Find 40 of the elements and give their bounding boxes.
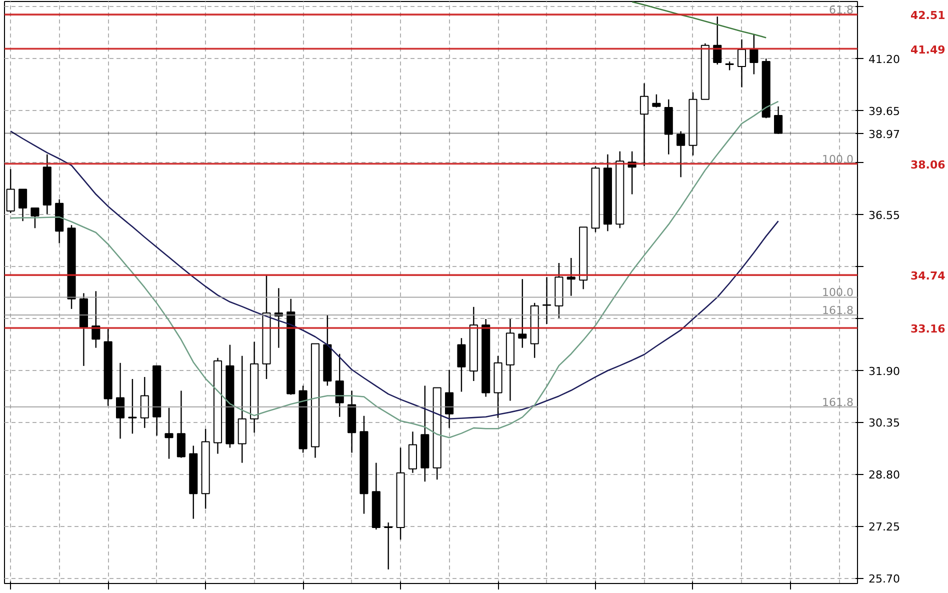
annotation: 161.8	[822, 396, 854, 409]
candlestick	[445, 369, 454, 429]
candlestick	[676, 130, 686, 178]
y-tick-label: 36.55	[868, 208, 900, 222]
y-tick-label: 30.35	[868, 416, 900, 430]
ref-line-label: 33.16	[910, 322, 946, 336]
y-tick-label: 28.80	[868, 468, 900, 482]
annotation: 100.0	[822, 152, 854, 166]
candlestick	[18, 188, 28, 222]
ref-line-label: 41.49	[910, 43, 946, 56]
candlestick	[640, 82, 649, 167]
candlestick	[750, 34, 758, 75]
y-tick-label: 25.70	[868, 572, 900, 586]
candlestick	[164, 407, 174, 460]
y-tick-label: 27.25	[868, 520, 900, 534]
ref-line-label: 34.74	[910, 270, 946, 283]
ref-line-label: 42.51	[910, 9, 946, 22]
annotation: 161.8	[822, 304, 854, 317]
candlestick	[457, 337, 466, 392]
candlestick	[737, 38, 746, 88]
candlestick	[774, 106, 783, 135]
annotation: 100.0	[822, 286, 854, 300]
ref-line-label: 38.97	[868, 128, 900, 141]
candlestick	[652, 94, 661, 108]
ref-line-label: 38.06	[910, 158, 946, 172]
annotation: 61.8	[829, 4, 854, 17]
y-tick-label: 41.20	[868, 52, 900, 66]
candlestick	[176, 390, 186, 458]
candlestick	[140, 376, 149, 429]
candlestick	[116, 362, 125, 440]
line-series	[631, 2, 767, 38]
candlestick	[518, 278, 527, 348]
candlestick	[128, 378, 137, 434]
candlestick	[30, 207, 40, 229]
candlestick	[713, 16, 722, 66]
candlestick	[384, 522, 393, 570]
y-tick-label: 31.90	[868, 364, 900, 378]
candlestick	[335, 353, 344, 418]
candlestick	[566, 257, 576, 296]
y-tick-label: 39.65	[868, 104, 900, 118]
